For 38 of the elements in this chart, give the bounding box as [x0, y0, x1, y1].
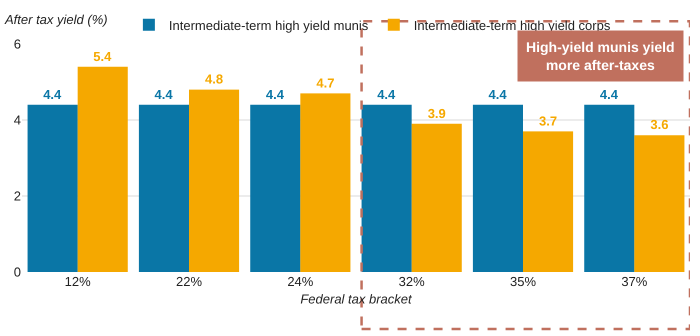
y-tick-label: 6: [14, 36, 21, 52]
data-label: 4.4: [154, 86, 174, 102]
x-axis-title: Federal tax bracket: [300, 292, 414, 307]
data-label: 4.4: [600, 86, 619, 102]
legend-label: Intermediate-term high yield munis: [168, 18, 369, 33]
bar: [523, 131, 574, 272]
bar: [634, 135, 684, 272]
x-tick-label: 35%: [510, 274, 536, 289]
x-tick-label: 22%: [176, 274, 202, 289]
bar: [300, 93, 350, 272]
y-axis-title: After tax yield (%): [4, 12, 108, 27]
annotation: High-yield munis yield more after-taxes: [526, 39, 675, 74]
x-tick-label: 32%: [398, 274, 426, 289]
y-tick-label: 4: [14, 112, 21, 128]
bar: [250, 104, 300, 272]
data-label: 3.6: [650, 117, 668, 132]
data-label: 4.8: [205, 72, 224, 87]
bar: [412, 124, 462, 272]
data-label: 5.4: [93, 48, 112, 64]
x-tick-label: 37%: [621, 274, 648, 289]
y-tick-label: 2: [14, 188, 21, 204]
bar: [189, 90, 240, 272]
bar: [584, 104, 634, 272]
data-label: 4.4: [266, 86, 285, 102]
bar: [78, 66, 128, 272]
bar: [362, 104, 412, 272]
bar: [28, 104, 78, 272]
bar: [472, 104, 523, 272]
data-label: 3.9: [428, 106, 446, 121]
y-tick-label: 0: [14, 264, 21, 280]
x-tick-label: 12%: [64, 274, 92, 289]
x-tick-label: 24%: [287, 274, 314, 289]
data-label: 4.4: [377, 86, 396, 102]
bar: [138, 104, 189, 272]
data-label: 4.4: [43, 86, 62, 102]
data-label: 4.4: [488, 86, 508, 102]
data-label: 3.7: [539, 113, 558, 128]
data-label: 4.7: [316, 75, 334, 90]
